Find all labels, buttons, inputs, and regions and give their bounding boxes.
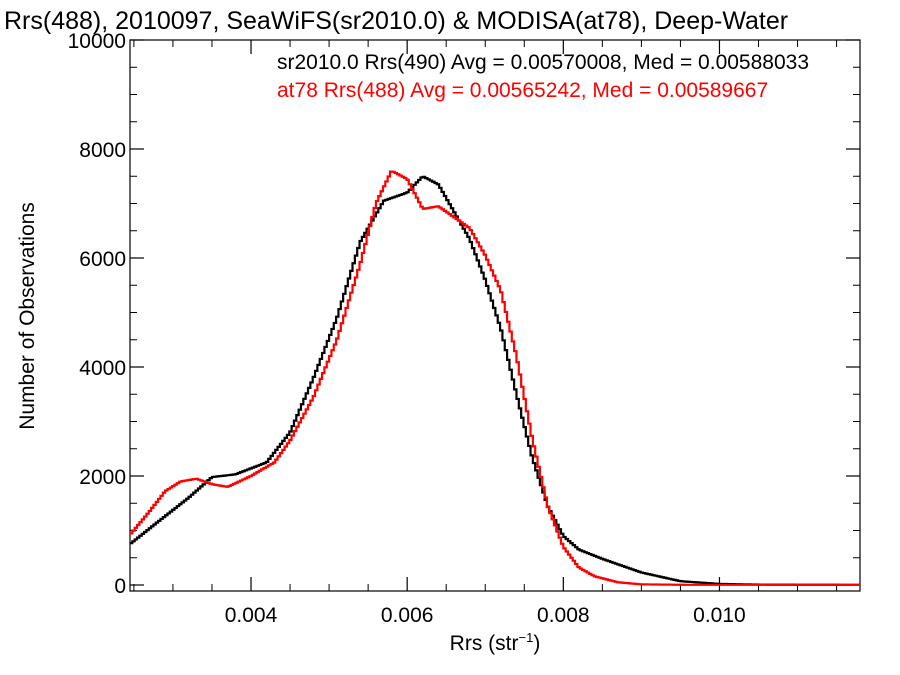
y-axis-label: Number of Observations [16, 202, 39, 430]
series-layer [130, 170, 860, 586]
series-line-1 [130, 170, 860, 586]
x-axis-ticks: 0.004 0.006 0.008 0.010 [133, 40, 838, 627]
chart-title: Rrs(488), 2010097, SeaWiFS(sr2010.0) & M… [4, 7, 788, 35]
y-tick-label-0: 0 [114, 575, 126, 598]
x-axis-label-close: ) [533, 632, 540, 655]
y-tick-label-3: 6000 [79, 248, 126, 271]
legend-entry-at78: at78 Rrs(488) Avg = 0.00565242, Med = 0.… [277, 79, 768, 102]
series-line-0 [130, 175, 860, 586]
x-tick-label-0: 0.004 [225, 604, 278, 627]
y-axis-ticks: 0 2000 4000 6000 8000 10000 [68, 30, 860, 598]
x-axis-label-exponent: −1 [519, 630, 534, 645]
y-tick-label-4: 8000 [79, 139, 126, 162]
plot-frame [129, 39, 861, 592]
y-tick-label-2: 4000 [79, 357, 126, 380]
y-tick-label-5: 10000 [68, 30, 126, 53]
x-tick-label-3: 0.010 [693, 604, 746, 627]
x-axis-label-main: Rrs (str [450, 632, 519, 655]
x-axis-label: Rrs (str−1) [450, 630, 541, 655]
legend-entry-sr2010: sr2010.0 Rrs(490) Avg = 0.00570008, Med … [277, 51, 809, 74]
x-tick-label-2: 0.008 [537, 604, 590, 627]
y-tick-label-1: 2000 [79, 466, 126, 489]
x-tick-label-1: 0.006 [381, 604, 434, 627]
